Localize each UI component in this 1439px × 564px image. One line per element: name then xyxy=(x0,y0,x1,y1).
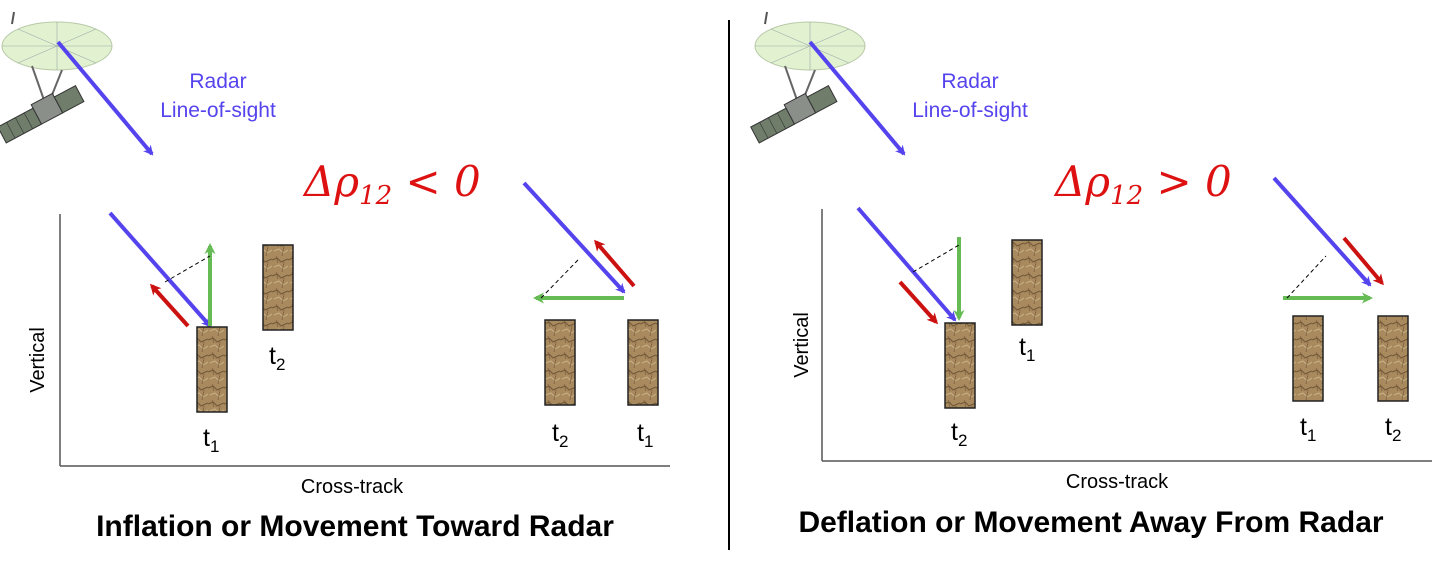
range-change-equation: Δρ12 > 0 xyxy=(1053,157,1232,211)
los-label-line2: Line-of-sight xyxy=(160,99,276,122)
projection-line xyxy=(540,259,579,299)
right-panel: Radar Line-of-sight Δρ12 > 0 Vertical Cr… xyxy=(747,11,1432,539)
los-label-line1: Radar xyxy=(189,70,246,93)
rock-block-icon xyxy=(196,326,228,413)
time-label: t1 xyxy=(637,419,653,451)
satellite-icon xyxy=(747,11,866,144)
time-label: t1 xyxy=(1300,413,1316,445)
range-change-equation: Δρ12 < 0 xyxy=(302,157,481,211)
los-label-line1: Radar xyxy=(941,70,998,93)
time-label: t2 xyxy=(1385,413,1401,445)
radar-los-arrow xyxy=(1272,176,1372,287)
rock-block-icon xyxy=(544,319,576,406)
rock-block-icon xyxy=(1292,315,1324,402)
panel-title: Deflation or Movement Away From Radar xyxy=(798,506,1383,539)
projection-line xyxy=(912,244,960,273)
time-label: t1 xyxy=(203,424,219,456)
projection-line xyxy=(164,255,211,283)
time-label: t1 xyxy=(1019,333,1035,365)
y-axis-label: Vertical xyxy=(27,327,49,393)
radar-los-arrow xyxy=(56,40,154,156)
y-axis-label: Vertical xyxy=(791,312,813,378)
rock-block-icon xyxy=(1377,315,1409,402)
los-motion-arrow xyxy=(898,280,939,325)
x-axis-label: Cross-track xyxy=(301,476,404,498)
time-label: t2 xyxy=(951,418,967,450)
x-axis-label: Cross-track xyxy=(1066,471,1169,493)
panel-title: Inflation or Movement Toward Radar xyxy=(96,510,614,543)
radar-los-arrow xyxy=(856,206,957,322)
radar-los-arrow xyxy=(522,181,626,294)
left-panel: Radar Line-of-sight Δρ12 < 0 Vertical Cr… xyxy=(0,11,670,543)
rock-block-icon xyxy=(944,322,976,409)
time-label: t2 xyxy=(552,419,568,451)
los-motion-arrow xyxy=(594,239,636,288)
los-motion-arrow xyxy=(1342,236,1384,286)
rock-block-icon xyxy=(627,319,659,406)
time-label: t2 xyxy=(269,342,285,374)
rock-block-icon xyxy=(262,244,294,331)
los-label-line2: Line-of-sight xyxy=(912,99,1028,122)
rock-block-icon xyxy=(1011,239,1043,326)
satellite-icon xyxy=(0,11,114,144)
projection-line xyxy=(1286,255,1327,299)
radar-los-arrow xyxy=(108,211,212,328)
radar-los-arrow xyxy=(808,40,906,156)
los-motion-arrow xyxy=(149,283,190,328)
